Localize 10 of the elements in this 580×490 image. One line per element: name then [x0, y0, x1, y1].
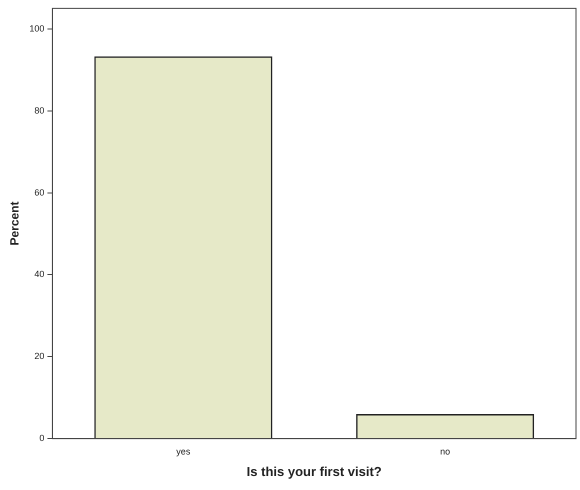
- y-tick-label: 40: [34, 269, 44, 280]
- x-tick-label: no: [440, 446, 450, 456]
- y-tick-label: 100: [29, 23, 44, 34]
- y-tick-label: 0: [39, 433, 44, 444]
- x-axis-title: Is this your first visit?: [246, 464, 382, 479]
- y-axis-title: Percent: [8, 201, 22, 246]
- y-tick-label: 60: [34, 187, 44, 198]
- y-tick-label: 20: [34, 351, 44, 362]
- y-tick-label: 80: [34, 105, 44, 116]
- x-tick-label: yes: [176, 446, 191, 456]
